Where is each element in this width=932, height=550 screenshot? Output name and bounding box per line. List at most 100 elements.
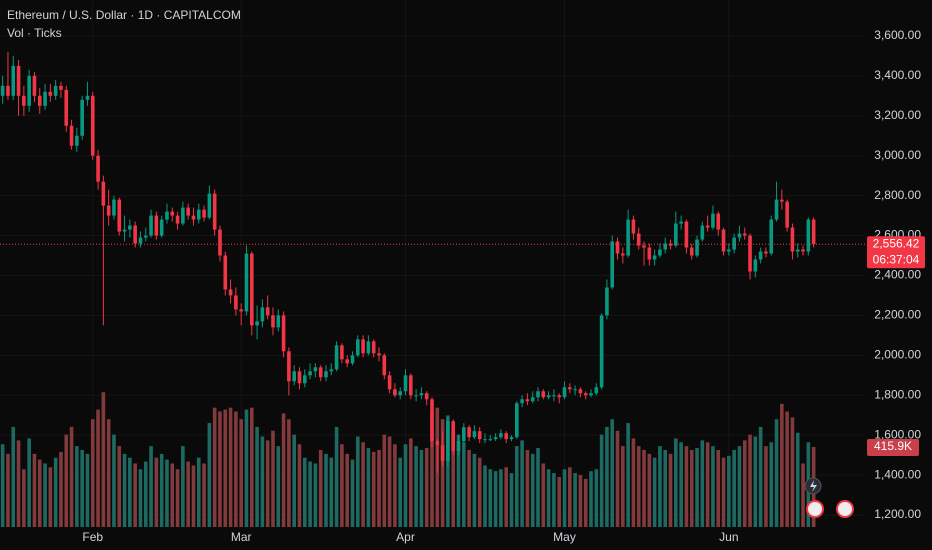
- volume-bar: [377, 450, 381, 527]
- candle-body: [568, 387, 572, 390]
- candle-body: [419, 393, 424, 396]
- candle-body: [260, 307, 265, 322]
- volume-bar: [249, 407, 254, 527]
- candle-body: [806, 219, 811, 252]
- volume-bar: [769, 442, 774, 527]
- candle-body: [578, 389, 583, 394]
- volume-bar: [774, 419, 779, 527]
- candle-body: [112, 199, 116, 216]
- y-tick-label: 2,800.00: [874, 188, 921, 202]
- candle-body: [684, 221, 689, 248]
- volume-bar: [589, 471, 593, 527]
- volume-bar: [234, 411, 238, 527]
- volume-bar: [631, 438, 636, 527]
- volume-bar: [419, 450, 424, 527]
- volume-pane: [0, 392, 816, 527]
- volume-bar: [22, 469, 26, 527]
- volume-bar: [228, 407, 233, 527]
- volume-bar: [583, 478, 588, 527]
- volume-bar: [96, 409, 100, 527]
- candle-body: [610, 241, 615, 288]
- volume-label-box: [867, 438, 919, 456]
- candle-body: [154, 215, 159, 236]
- candle-body: [801, 249, 805, 252]
- candle-body: [594, 387, 599, 394]
- candle-body: [308, 371, 312, 376]
- volume-bar: [424, 448, 429, 527]
- y-tick-label: 1,400.00: [874, 467, 921, 481]
- candle-body: [716, 213, 721, 230]
- candle-body: [96, 155, 100, 182]
- x-tick-label: Mar: [231, 530, 252, 544]
- candle-body: [165, 211, 169, 220]
- candle-body: [599, 315, 604, 388]
- candle-body: [462, 427, 466, 442]
- candle-body: [377, 353, 381, 356]
- volume-bar: [525, 450, 530, 527]
- last-price-box: [867, 236, 925, 269]
- volume-bar: [329, 457, 334, 527]
- candle-body: [239, 309, 243, 312]
- volume-bar: [80, 450, 84, 527]
- volume-bar: [355, 436, 360, 527]
- volume-bar: [43, 463, 47, 527]
- candle-body: [541, 391, 546, 398]
- volume-bar: [679, 442, 683, 527]
- candle-body: [769, 219, 774, 254]
- volume-bar: [69, 426, 74, 527]
- candle-body: [11, 65, 16, 96]
- candle-body: [133, 225, 137, 244]
- volume-bar: [0, 444, 5, 527]
- volume-bar: [520, 440, 524, 527]
- candle-body: [138, 237, 143, 244]
- candle-body: [483, 439, 487, 441]
- candle-body: [228, 289, 233, 296]
- x-tick-label: May: [553, 530, 576, 544]
- volume-bar: [573, 473, 577, 527]
- candle-body: [780, 199, 784, 202]
- volume-bar: [6, 453, 10, 527]
- candle-body: [562, 387, 567, 398]
- volume-bar: [493, 471, 498, 527]
- volume-bar: [636, 446, 641, 527]
- candle-body: [658, 249, 662, 256]
- volume-bar: [780, 403, 784, 527]
- candle-body: [695, 239, 699, 256]
- volume-bar: [75, 446, 79, 527]
- volume-bar: [149, 446, 153, 527]
- y-tick-label: 3,600.00: [874, 28, 921, 42]
- candle-body: [276, 315, 281, 328]
- volume-bar: [790, 417, 795, 527]
- candle-body: [472, 431, 477, 438]
- event-icon[interactable]: [806, 500, 824, 518]
- y-tick-label: 3,200.00: [874, 108, 921, 122]
- volume-bar: [758, 426, 763, 527]
- candle-body: [636, 233, 641, 246]
- candle-body: [202, 209, 206, 218]
- volume-bar: [265, 440, 270, 527]
- x-tick-label: Jun: [719, 530, 738, 544]
- volume-bar: [488, 469, 493, 527]
- axes: 1,200.00 1,400.00 1,600.00 1,800.00 2,000.00…: [0, 28, 925, 544]
- candle-body: [758, 251, 763, 260]
- candle-body: [16, 65, 21, 96]
- volume-bar: [742, 440, 747, 527]
- event-icon[interactable]: [836, 500, 854, 518]
- candle-body: [668, 243, 673, 246]
- volume-bar: [684, 446, 689, 527]
- y-tick-label: 1,200.00: [874, 507, 921, 521]
- y-tick-label: 1,800.00: [874, 387, 921, 401]
- volume-bar: [541, 463, 546, 527]
- volume-bar: [546, 469, 551, 527]
- candle-body: [292, 371, 296, 382]
- candle-body: [265, 307, 270, 316]
- volume-bar: [112, 434, 116, 527]
- candle-body: [234, 295, 238, 310]
- y-tick-label: 2,000.00: [874, 347, 921, 361]
- candle-body: [467, 427, 471, 438]
- candle-body: [122, 229, 127, 232]
- candle-body: [59, 85, 63, 90]
- candle-body: [705, 225, 710, 228]
